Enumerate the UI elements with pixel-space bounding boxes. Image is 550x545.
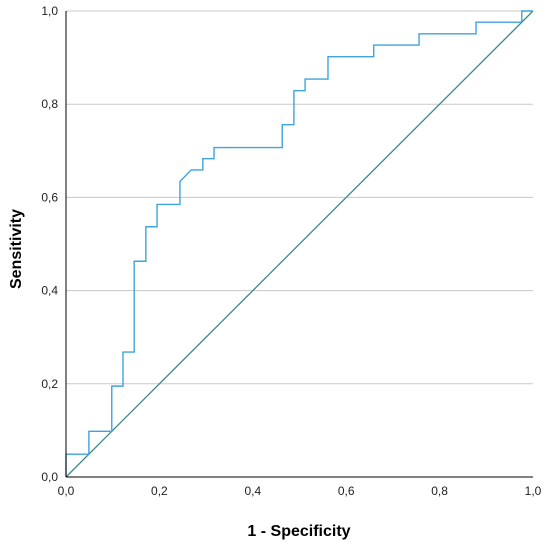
y-tick-label: 1,0 — [41, 4, 58, 18]
reference-line — [65, 10, 534, 478]
axes — [65, 11, 533, 478]
x-tick-label: 0,0 — [58, 484, 75, 498]
y-tick-labels: 0,0 0,2 0,4 0,6 0,8 1,0 — [41, 4, 58, 484]
x-axis-title: 1 - Specificity — [247, 523, 350, 540]
x-tick-label: 0,6 — [338, 484, 355, 498]
y-tick-label: 0,4 — [41, 284, 58, 298]
roc-curve-layer — [65, 10, 533, 477]
y-tick-label: 0,6 — [41, 190, 58, 204]
x-tick-label: 0,4 — [244, 484, 261, 498]
x-tick-label: 0,8 — [431, 484, 448, 498]
x-tick-label: 0,2 — [151, 484, 168, 498]
gridlines — [66, 10, 533, 385]
x-tick-label: 1,0 — [525, 484, 542, 498]
x-tick-labels: 0,0 0,2 0,4 0,6 0,8 1,0 — [58, 484, 542, 498]
y-axis-title: Sensitivity — [8, 209, 25, 289]
roc-curve — [65, 10, 533, 477]
y-tick-label: 0,0 — [41, 470, 58, 484]
reference-line-layer — [65, 10, 534, 478]
y-tick-label: 0,8 — [41, 97, 58, 111]
y-tick-label: 0,2 — [41, 377, 58, 391]
